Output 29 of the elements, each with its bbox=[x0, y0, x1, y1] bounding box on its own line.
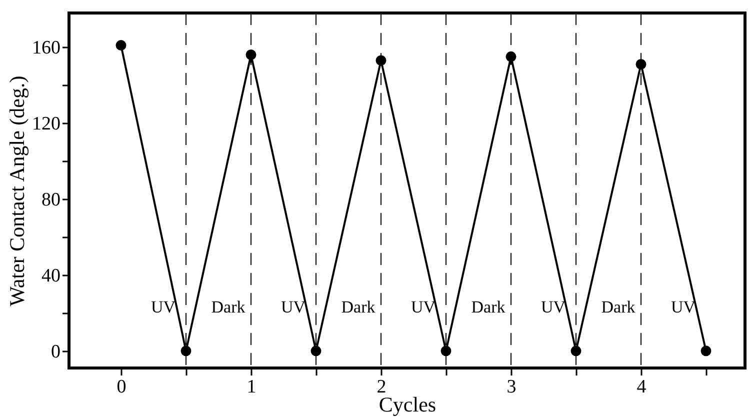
point bbox=[180, 346, 192, 356]
annotation: UV bbox=[280, 298, 306, 317]
x-tick-label: 0 bbox=[116, 376, 126, 398]
annotation: Dark bbox=[471, 298, 506, 317]
point bbox=[700, 346, 712, 356]
y-tick-label: 120 bbox=[32, 114, 60, 135]
y-tick-label: 160 bbox=[32, 38, 60, 59]
point bbox=[506, 51, 516, 62]
annotation: UV bbox=[540, 298, 566, 317]
point bbox=[440, 346, 452, 356]
x-tick-label: 4 bbox=[636, 376, 647, 398]
point bbox=[376, 55, 386, 66]
point bbox=[636, 59, 646, 70]
point bbox=[246, 50, 256, 60]
annotation: UV bbox=[150, 298, 176, 317]
y-tick-label: 0 bbox=[51, 341, 60, 362]
y-axis-title: Water Contact Angle (deg.) bbox=[5, 76, 29, 306]
point bbox=[310, 346, 322, 356]
x-tick-label: 3 bbox=[506, 376, 516, 398]
y-tick-label: 80 bbox=[42, 190, 60, 211]
annotation: Dark bbox=[341, 298, 376, 317]
annotation: Dark bbox=[601, 298, 636, 317]
y-tick-label: 40 bbox=[42, 265, 60, 286]
annotation: UV bbox=[670, 298, 696, 317]
point bbox=[116, 40, 126, 51]
annotation: UV bbox=[410, 298, 436, 317]
x-tick-label: 1 bbox=[246, 376, 256, 398]
point bbox=[570, 346, 582, 356]
annotation: Dark bbox=[211, 298, 246, 317]
